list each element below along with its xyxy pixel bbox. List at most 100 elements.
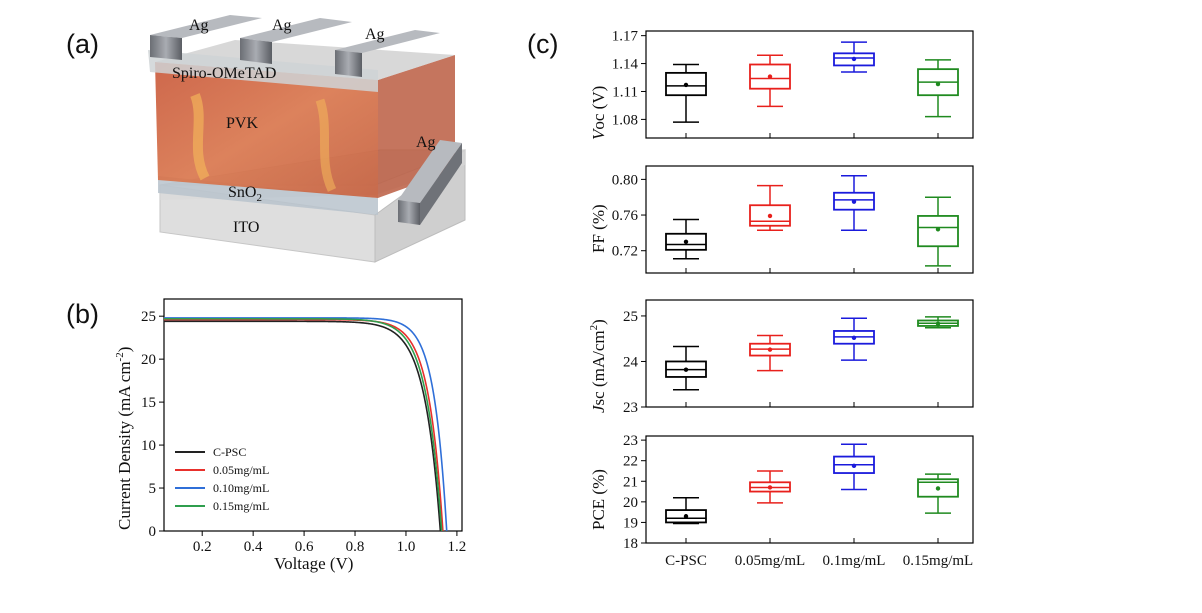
box-mean-dot [683, 239, 689, 244]
jv-curve-series [164, 317, 448, 532]
box-iqr [665, 509, 707, 524]
panel-label-a: (a) [66, 29, 99, 59]
box-y-tick-label: 25 [623, 309, 638, 325]
box-y-tick-label: 1.11 [612, 84, 638, 100]
ag-bar-front [335, 50, 362, 77]
jv-y-tick-label: 5 [149, 481, 157, 497]
box-category-label: 0.15mg/mL [903, 553, 973, 569]
box-y-tick-label: 22 [623, 454, 638, 470]
box-y-tick-label: 19 [623, 515, 638, 531]
ag-bar-top [150, 15, 262, 38]
jv-plot-frame [163, 298, 463, 532]
jv-x-tick-label: 0.8 [346, 539, 365, 555]
pce-plot-frame [645, 435, 974, 544]
box-y-tick-label: 24 [623, 354, 639, 370]
ag-label: Ag [416, 134, 436, 151]
jv-legend-label: C-PSC [213, 445, 246, 459]
layer-label-spiro: Spiro-OMeTAD [172, 65, 276, 82]
ag-bar-top [398, 140, 462, 203]
box-iqr [833, 52, 875, 67]
ag-bar-front [240, 38, 272, 64]
box-iqr [749, 204, 791, 227]
box-mean-dot [935, 321, 941, 326]
jsc-label-close: ) [589, 319, 608, 325]
box-mean-dot [767, 347, 773, 352]
box-category-label: 0.05mg/mL [735, 553, 805, 569]
box-iqr [665, 232, 707, 251]
box-y-tick-label: 1.08 [612, 112, 638, 128]
box-y-tick-label: 23 [623, 400, 638, 416]
jsc-y-axis-label: Jsc (mA/cm2) [588, 319, 608, 413]
box-y-tick-label: 21 [623, 474, 638, 490]
layer-label-sno2: SnO2 [228, 184, 262, 204]
jv-x-tick-label: 1.2 [448, 539, 467, 555]
panel-label-b: (b) [66, 299, 99, 329]
voc-y-axis-label: Voc (V) [589, 86, 608, 140]
crystal-streak [315, 98, 337, 192]
box-category-label: C-PSC [665, 553, 707, 569]
box-y-tick-label: 1.17 [612, 29, 639, 45]
box-mean-dot [683, 367, 689, 372]
box-mean-dot [851, 335, 857, 340]
jv-x-axis-label: Voltage (V) [274, 554, 353, 573]
jsc-label-rest: sc (mA/cm [589, 330, 608, 405]
jv-y-tick-label: 20 [141, 352, 156, 368]
ag-label: Ag [189, 17, 209, 34]
jsc-plot-frame [645, 299, 974, 408]
box-mean-dot [851, 199, 857, 204]
box-y-tick-label: 0.72 [612, 244, 638, 260]
jv-legend-label: 0.10mg/mL [213, 481, 269, 495]
sno2-text: SnO [228, 184, 256, 201]
box-mean-dot [851, 56, 857, 62]
sno2-layer [158, 176, 378, 215]
voc-label-italic: V [589, 127, 608, 140]
ff-y-axis-label: FF (%) [589, 204, 608, 253]
perovskite-top [155, 40, 455, 80]
jsc-label-italic: J [589, 404, 608, 413]
box-mean-dot [683, 82, 689, 88]
box-category-label: 0.1mg/mL [823, 553, 886, 569]
box-y-tick-label: 20 [623, 495, 638, 511]
panel-label-c: (c) [527, 29, 558, 59]
ag-bar-side [420, 143, 462, 225]
jv-curve-series [164, 320, 442, 532]
jv-chart: 0.2 0.4 0.6 0.8 1.0 1.2 0 5 10 15 20 25 C-PSC 0.05mg… [114, 298, 467, 573]
jv-legend-label: 0.05mg/mL [213, 463, 269, 477]
ag-bar-top [240, 18, 352, 42]
box-y-tick-label: 18 [623, 536, 638, 552]
box-mean-dot [683, 514, 689, 519]
ag-bar-front [150, 35, 182, 60]
jv-x-tick-label: 0.4 [244, 539, 263, 555]
jv-y-axis-label: Current Density (mA cm-2) [114, 347, 134, 530]
ag-bar-front [398, 200, 420, 225]
box-mean-dot [935, 486, 941, 491]
device-schematic: Ag Ag Ag Ag Spiro-OMeTAD PVK SnO2 ITO [148, 15, 466, 263]
jv-y-label-sup: -2 [114, 352, 126, 361]
crystal-streak [190, 93, 210, 181]
box-y-tick-label: 1.14 [612, 57, 639, 73]
box-iqr [665, 71, 707, 97]
ag-label: Ag [272, 17, 292, 34]
pce-y-axis-label: PCE (%) [589, 469, 608, 530]
voc-label-rest: oc (V) [589, 86, 608, 130]
box-y-tick-label: 0.76 [612, 208, 639, 224]
jv-y-tick-label: 10 [141, 438, 156, 454]
jv-y-label-close: ) [115, 347, 134, 353]
jv-curve-series [164, 317, 443, 532]
box-y-tick-label: 23 [623, 433, 638, 449]
box-mean-dot [767, 213, 773, 219]
jv-x-tick-label: 1.0 [397, 539, 416, 555]
box-iqr [749, 63, 791, 90]
jv-y-tick-label: 25 [141, 309, 156, 325]
box-mean-dot [767, 74, 773, 79]
box-mean-dot [767, 485, 773, 490]
layer-label-ito: ITO [233, 219, 259, 236]
ag-bar-top [335, 30, 440, 53]
box-mean-dot [935, 227, 941, 232]
jv-y-tick-label: 15 [141, 395, 156, 411]
layer-label-pvk: PVK [226, 115, 258, 132]
ag-label: Ag [365, 26, 385, 43]
jv-x-tick-label: 0.6 [295, 539, 314, 555]
voc-plot-frame [645, 30, 974, 139]
jv-y-tick-label: 0 [149, 524, 157, 540]
